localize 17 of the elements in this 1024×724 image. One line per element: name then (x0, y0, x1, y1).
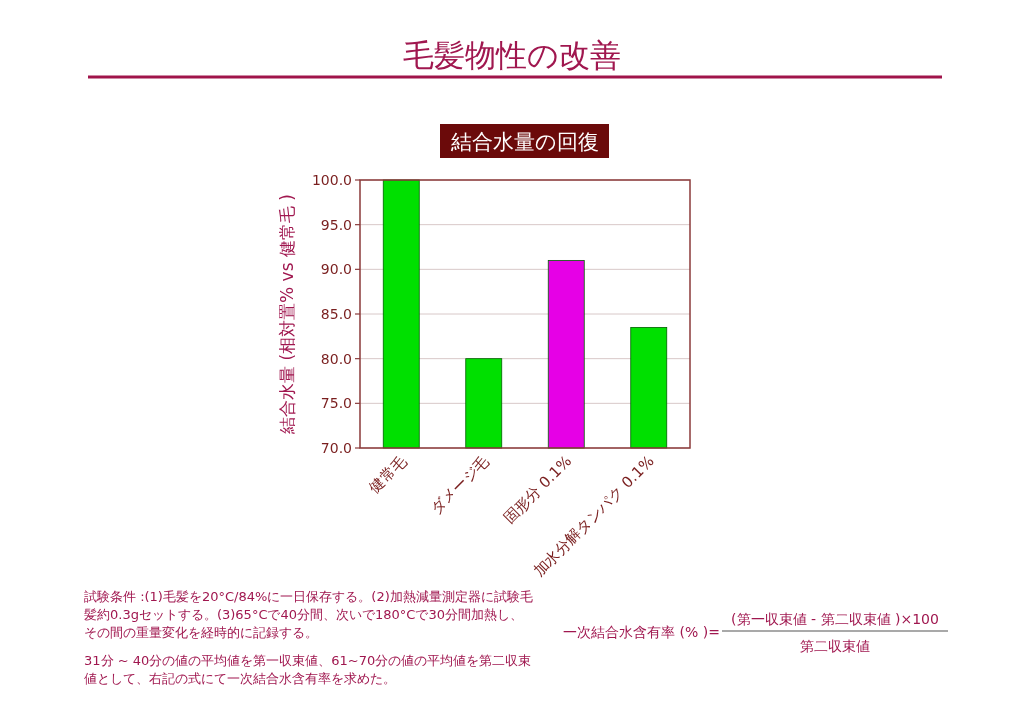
x-tick-label: 健常毛 (365, 452, 411, 497)
chart-subtitle: 結合水量の回復 (450, 130, 599, 154)
y-axis-title: 結合水量 (相対置% vs 健常毛 ) (277, 194, 297, 435)
y-tick-label: 85.0 (320, 306, 352, 322)
y-tick-label: 70.0 (320, 440, 352, 456)
text: 31分 ~ 40分の値の平均値を第一収束値、61~70分の値の平均値を第二収束値として、右記の式にて一次結合水含有率を求めた。 (84, 652, 533, 688)
chart-title: 毛髪物性の改善 (403, 37, 621, 73)
y-tick-label: 75.0 (320, 395, 352, 412)
text: 一次結合水含有率 (% )= (563, 624, 720, 640)
text: 第二収束値 (800, 638, 870, 654)
text: 試験条件 :(1)毛髪を20°C/84%に一日保存する。(2)加熱減量測定器に試験毛髪約0.3gセットする。(3)65°Cで40分間、次いで180°Cで30分間加熱し、その間の重量変化を経時的に記録する。 (84, 588, 534, 642)
y-tick-label: 90.0 (320, 261, 352, 278)
y-tick-label: 80.0 (320, 350, 352, 367)
x-tick-label: ダメージ毛 (426, 452, 493, 518)
y-tick-label: 100.0 (311, 172, 352, 188)
y-tick-label: 95.0 (320, 216, 352, 233)
text: (第一収束値 - 第二収束値 )×100 (731, 611, 939, 627)
